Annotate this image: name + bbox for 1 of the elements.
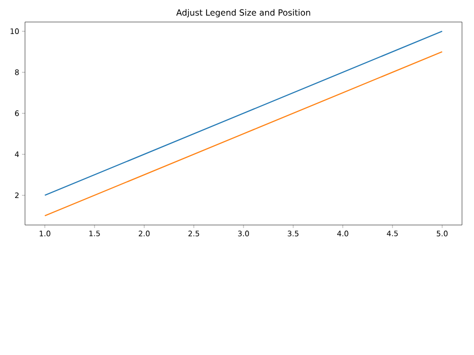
chart-title: Adjust Legend Size and Position	[176, 9, 310, 18]
